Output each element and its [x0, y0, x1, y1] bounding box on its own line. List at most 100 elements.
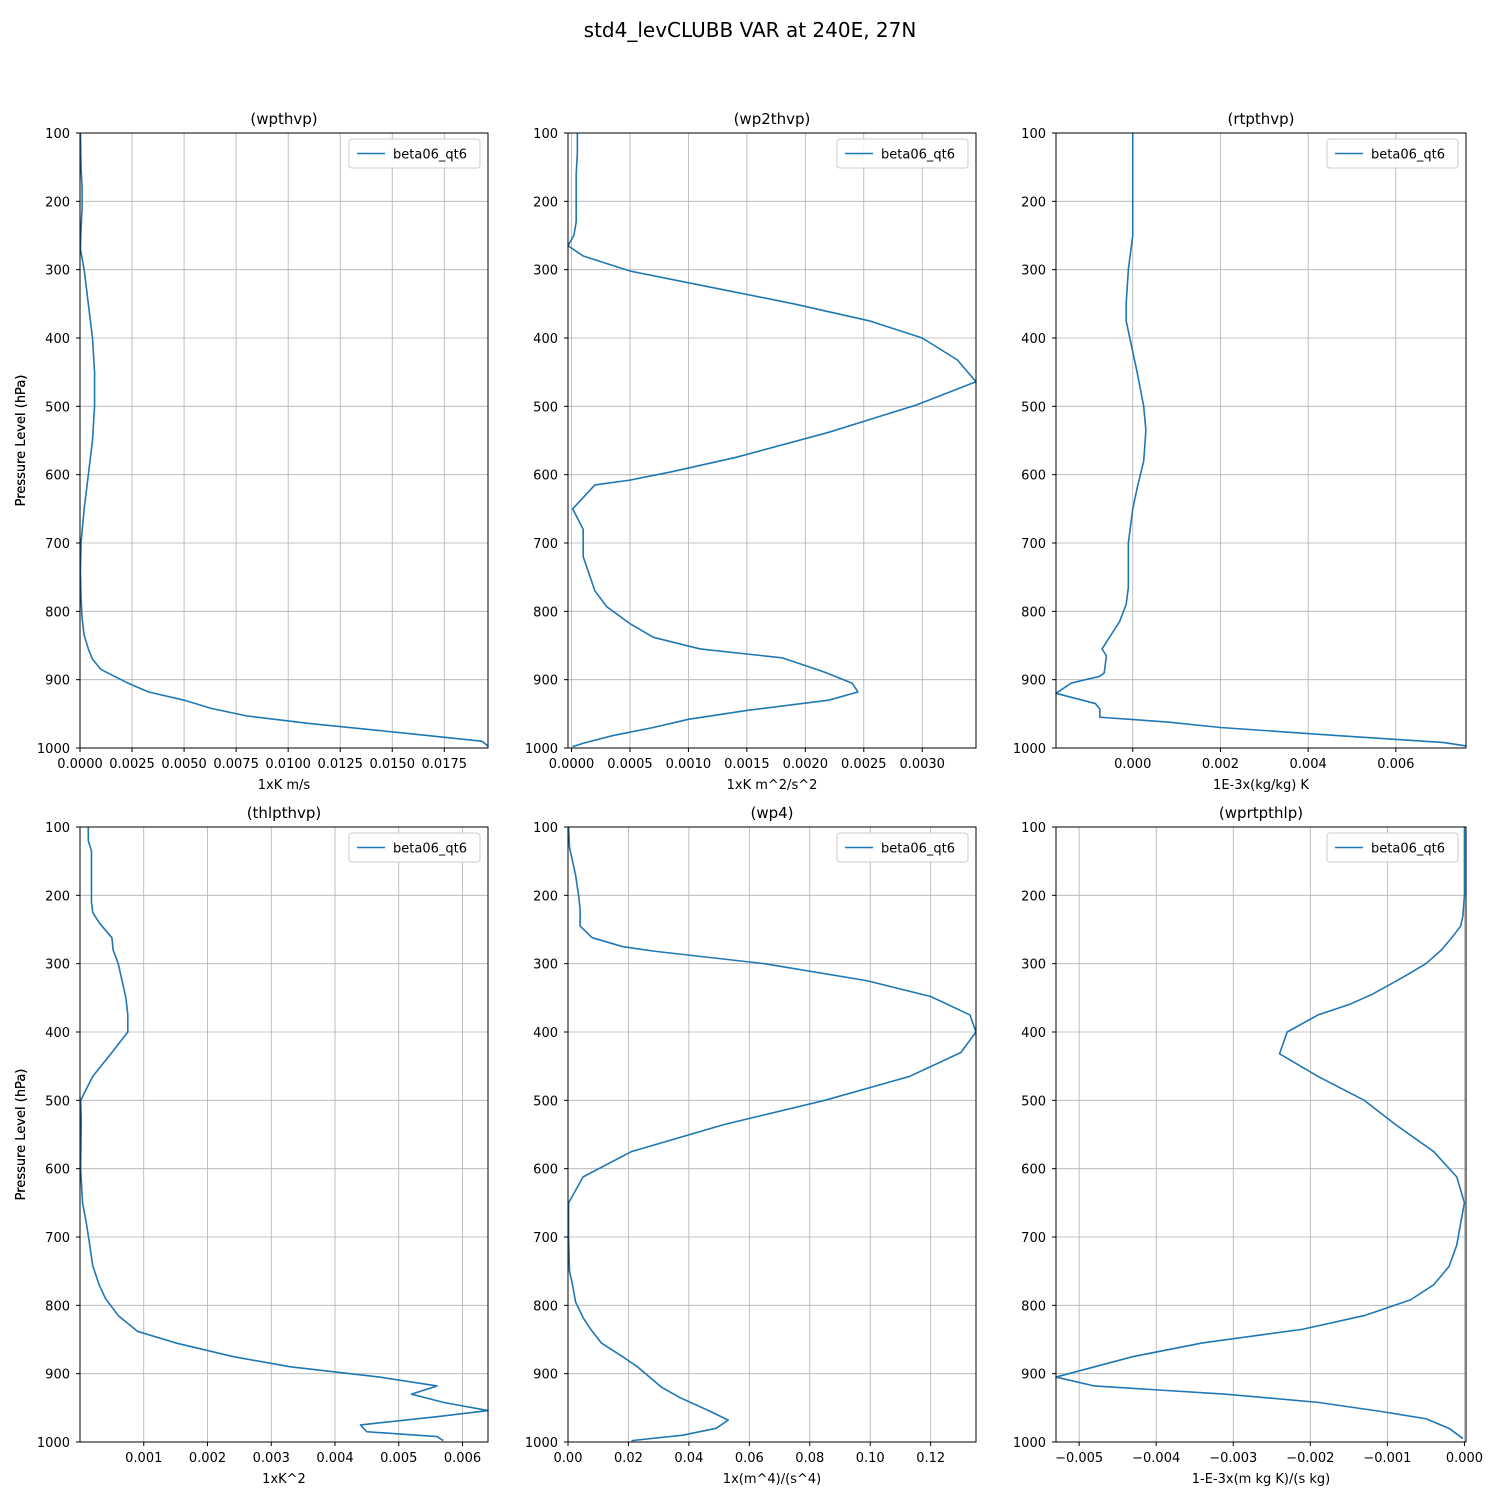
- y-tick-label: 200: [1021, 889, 1046, 904]
- y-tick-label: 1000: [37, 742, 70, 757]
- y-tick-label: 1000: [525, 1436, 558, 1451]
- x-axis-label: 1E-3x(kg/kg) K: [1213, 778, 1309, 793]
- y-axis-label: Pressure Level (hPa): [14, 1069, 29, 1201]
- y-tick-label: 100: [533, 821, 558, 836]
- legend-label: beta06_qt6: [393, 148, 467, 163]
- series-line-beta06_qt6: [1055, 827, 1466, 1440]
- y-axis-label: Pressure Level (hPa): [14, 1069, 29, 1201]
- legend: beta06_qt6: [836, 832, 969, 863]
- x-axis-label: 1xK^2: [262, 1472, 306, 1487]
- x-tick-label: −0.001: [1363, 1451, 1411, 1466]
- y-tick-label: 100: [45, 127, 70, 142]
- y-tick-label: 800: [533, 1299, 558, 1314]
- legend-label: beta06_qt6: [881, 148, 955, 163]
- y-tick-label: 700: [533, 537, 558, 552]
- x-tick-label: 0.0150: [369, 757, 415, 772]
- y-tick-label: 700: [1021, 1231, 1046, 1246]
- y-tick-label: 500: [533, 1094, 558, 1109]
- y-axis-label: Pressure Level (hPa): [14, 375, 29, 507]
- series-line-beta06_qt6: [79, 827, 489, 1442]
- chart-panel-1: 0.0000 0.0025 0.0050 0.0075 0.0100 0.0125 0.01…: [14, 110, 489, 793]
- y-tick-label: 1000: [37, 1436, 70, 1451]
- y-tick-label: 100: [1021, 127, 1046, 142]
- legend-label: beta06_qt6: [1371, 148, 1445, 163]
- legend: beta06_qt6: [1326, 138, 1459, 169]
- y-tick-label: 600: [45, 469, 70, 484]
- x-tick-label: 0.08: [795, 1451, 824, 1466]
- legend-label: beta06_qt6: [1371, 842, 1445, 857]
- x-tick-label: 0.002: [189, 1451, 226, 1466]
- y-tick-label: 800: [45, 605, 70, 620]
- y-tick-label: 300: [533, 264, 558, 279]
- legend-box: [1326, 832, 1459, 863]
- panel-title: (rtpthvp): [1227, 110, 1294, 128]
- y-tick-label: 600: [1021, 1163, 1046, 1178]
- x-tick-label: 0.0100: [265, 757, 311, 772]
- x-tick-label: 0.005: [380, 1451, 417, 1466]
- panel-title: (wpthvp): [250, 110, 317, 128]
- x-tick-label: 0.002: [1202, 757, 1239, 772]
- x-tick-label: −0.003: [1209, 1451, 1257, 1466]
- y-tick-label: 900: [45, 674, 70, 689]
- legend-box: [348, 832, 481, 863]
- chart-panel-5: 0.00 0.02 0.04 0.06 0.08 0.10 0.12 100 200 300 400…: [14, 804, 977, 1487]
- y-tick-label: 300: [45, 958, 70, 973]
- x-tick-label: 0.0005: [607, 757, 653, 772]
- x-tick-label: 0.0015: [724, 757, 770, 772]
- y-tick-label: 200: [533, 889, 558, 904]
- panel-title: (wp2thvp): [734, 110, 811, 128]
- y-tick-label: 1000: [525, 742, 558, 757]
- series-line-beta06_qt6: [567, 133, 977, 748]
- y-tick-label: 900: [1021, 1368, 1046, 1383]
- y-tick-label: 200: [45, 195, 70, 210]
- y-tick-label: 900: [533, 674, 558, 689]
- y-tick-label: 300: [45, 264, 70, 279]
- panel-title: (wp4): [750, 804, 793, 822]
- x-tick-label: 0.0025: [109, 757, 155, 772]
- x-tick-label: 0.10: [856, 1451, 885, 1466]
- y-tick-label: 500: [533, 400, 558, 415]
- plot-frame: [79, 826, 489, 1443]
- y-tick-label: 500: [1021, 400, 1046, 415]
- series-line-beta06_qt6: [567, 826, 977, 1442]
- y-tick-label: 900: [1021, 674, 1046, 689]
- legend-label: beta06_qt6: [881, 842, 955, 857]
- x-axis-label: 1xK m^2/s^2: [727, 778, 818, 793]
- y-tick-label: 500: [45, 400, 70, 415]
- plot-frame: [1055, 826, 1467, 1443]
- x-axis-label: 1x(m^4)/(s^4): [723, 1472, 821, 1487]
- legend-box: [1326, 138, 1459, 169]
- plot-frame: [79, 132, 489, 749]
- x-tick-label: 0.0125: [317, 757, 363, 772]
- x-tick-label: 0.0010: [666, 757, 712, 772]
- y-tick-label: 400: [533, 1026, 558, 1041]
- x-tick-label: −0.002: [1286, 1451, 1334, 1466]
- y-tick-label: 300: [1021, 264, 1046, 279]
- x-tick-label: 0.04: [674, 1451, 703, 1466]
- series-line-beta06_qt6: [1055, 133, 1467, 747]
- legend: beta06_qt6: [348, 138, 481, 169]
- plot-frame: [1055, 132, 1467, 749]
- plot-frame: [567, 132, 977, 749]
- y-tick-label: 500: [1021, 1094, 1046, 1109]
- y-tick-label: 800: [1021, 1299, 1046, 1314]
- legend: beta06_qt6: [836, 138, 969, 169]
- x-tick-label: 0.0050: [161, 757, 207, 772]
- figure-title: std4_levCLUBB VAR at 240E, 27N: [584, 18, 917, 42]
- x-tick-label: 0.000: [1114, 757, 1151, 772]
- y-tick-label: 600: [1021, 469, 1046, 484]
- y-tick-label: 100: [1021, 821, 1046, 836]
- legend-label: beta06_qt6: [393, 842, 467, 857]
- x-tick-label: 0.02: [614, 1451, 643, 1466]
- x-tick-label: 0.004: [316, 1451, 353, 1466]
- y-tick-label: 100: [533, 127, 558, 142]
- legend: beta06_qt6: [1326, 832, 1459, 863]
- y-tick-label: 1000: [1013, 742, 1046, 757]
- x-axis-label: 1-E-3x(m kg K)/(s kg): [1192, 1472, 1330, 1487]
- y-tick-label: 200: [533, 195, 558, 210]
- chart-panel-6: −0.005 −0.004 −0.003 −0.002 −0.001 0.000 100 20…: [14, 804, 1483, 1487]
- legend-box: [348, 138, 481, 169]
- chart-panel-4: 0.001 0.002 0.003 0.004 0.005 0.006 100 200 300 4…: [14, 804, 489, 1487]
- x-tick-label: 0.0020: [783, 757, 829, 772]
